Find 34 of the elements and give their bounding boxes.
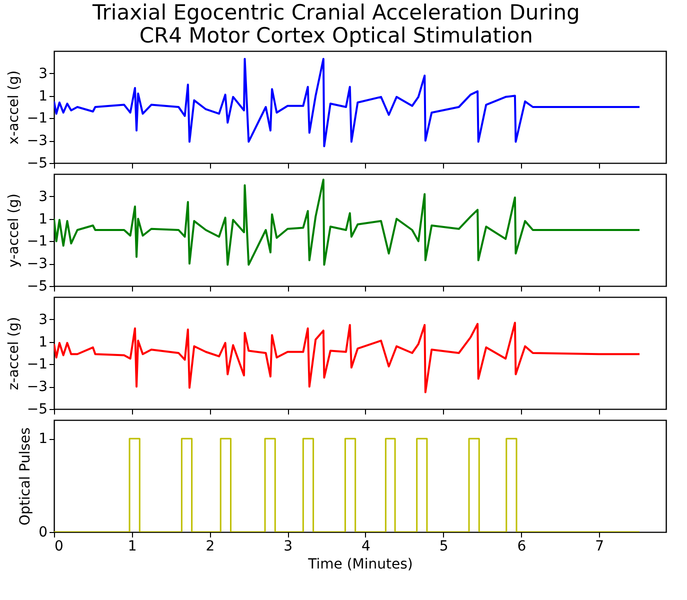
y-tick-label: 1 (38, 431, 48, 448)
y-tick-label: 1 (38, 334, 48, 350)
y-tick-label: −3 (26, 256, 48, 272)
y-tick-label: 1 (38, 211, 48, 228)
x-tick-label: 0 (54, 538, 64, 554)
y-tick-label: 3 (38, 312, 48, 328)
y-tick-label: −3 (26, 133, 48, 150)
y-tick-label: 3 (38, 188, 48, 205)
y-tick-label: −1 (26, 356, 48, 373)
y-axis-title: z-accel (g) (6, 316, 22, 390)
chart-title: Triaxial Egocentric Cranial Acceleration During CR4 Motor Cortex Optical Stimulation (92, 0, 580, 48)
line-series (54, 58, 641, 148)
x-tick-label: 1 (128, 538, 137, 554)
y-tick-label: −1 (26, 234, 48, 250)
x-tick-label: 6 (517, 538, 526, 554)
x-tick-label: 2 (206, 538, 215, 554)
x-axis-title: Time (Minutes) (307, 556, 413, 572)
x-tick-label: 3 (284, 538, 293, 554)
y-axis-title: y-accel (g) (6, 194, 22, 268)
y-tick-label: 1 (38, 88, 48, 104)
line-series (54, 178, 641, 266)
x-tick-label: 7 (595, 538, 604, 554)
line-series (54, 322, 641, 394)
y-axis-title: Optical Pulses (18, 427, 34, 526)
x-tick-label: 4 (361, 538, 370, 554)
y-tick-label: −5 (26, 156, 48, 172)
y-tick-label: 0 (38, 524, 48, 540)
y-axis-title: x-accel (g) (6, 70, 22, 145)
y-tick-label: 3 (38, 66, 48, 82)
y-tick-label: −3 (26, 379, 48, 396)
y-tick-label: −5 (26, 402, 48, 418)
y-tick-label: −5 (26, 278, 48, 294)
x-tick-label: 5 (439, 538, 448, 554)
y-tick-label: −1 (26, 110, 48, 127)
